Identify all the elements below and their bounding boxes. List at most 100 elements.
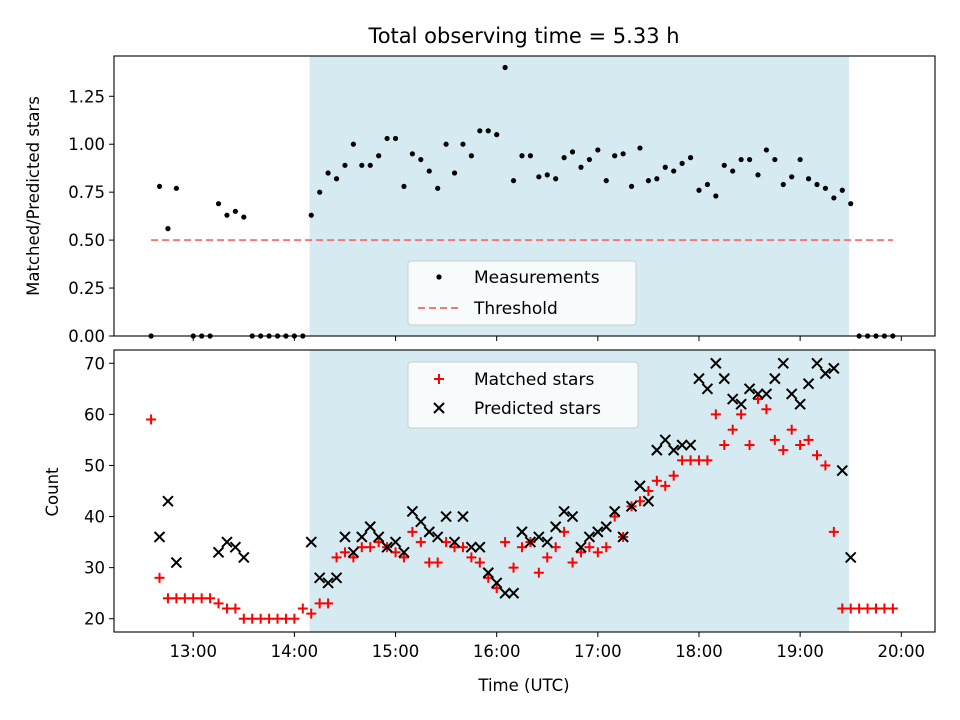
matched-star-point [398,552,409,563]
predicted-star-point [212,546,225,559]
bottom-x-tick-label: 20:00 [878,642,926,661]
matched-star-point [491,583,502,594]
measurement-point [156,183,163,190]
matched-star-point [710,409,721,420]
measurement-point [426,168,432,174]
predicted-star-point [238,551,250,564]
predicted-star-point [347,546,360,559]
matched-star-point [348,552,359,563]
matched-star-point [221,603,232,614]
measurement-point [485,128,491,134]
matched-star-point [365,542,376,553]
matched-star-point [272,613,283,624]
matched-star-point [255,613,266,624]
measurement-point [789,174,795,180]
measurement-point [603,178,609,184]
measurement-point [586,156,593,163]
predicted-star-point [726,393,739,405]
predicted-star-point [659,434,671,446]
matched-star-point [314,598,325,609]
predicted-star-point [566,510,579,523]
predicted-star-point [482,567,494,579]
predicted-star-point [558,505,570,518]
matched-star-point [297,603,308,614]
measurement-point [333,176,340,182]
predicted-star-point [474,541,486,553]
predicted-star-point [583,531,596,543]
predicted-star-point [490,577,503,589]
matched-star-point [727,424,738,435]
matched-star-point [390,547,401,558]
top-panel: Total observing time = 5.33 h 0.00 0.25 0.… [24,24,936,346]
bottom-y-axis-label: Count [43,467,62,517]
matched-star-point [449,542,460,553]
top-legend-box [407,260,637,326]
predicted-star-point [634,480,646,492]
measurement-point [746,156,753,163]
predicted-star-point [415,515,427,528]
matched-stars-legend-label: Matched stars [474,370,594,390]
matched-star-point [820,460,831,471]
predicted-star-point [667,444,680,456]
bottom-panel: 20 30 40 50 60 70 13:00 14:00 15:00 16:00 17:00 18… [43,349,936,695]
matched-star-point [407,526,418,537]
predicted-star-point [398,546,410,559]
top-y-tick-label: 0.25 [68,279,105,298]
predicted-star-point [440,510,452,523]
matched-star-point [213,598,224,609]
matched-star-point [769,434,780,445]
measurement-point [553,176,559,182]
predicted-star-point [684,439,697,451]
measurement-point [831,195,837,201]
predicted-star-point [676,439,688,451]
measurement-point [325,170,331,176]
measurement-point [451,170,458,176]
matched-star-point [508,562,519,573]
measurement-point [569,149,576,155]
bottom-x-tick-label: 18:00 [675,642,723,661]
measurement-point [317,189,323,195]
predicted-star-point [592,526,604,538]
measurement-point [848,201,854,207]
matched-star-point [171,593,182,604]
matched-star-point [845,603,856,614]
predicted-star-point [608,505,621,518]
matched-star-point [188,593,199,604]
top-plot-frame [113,55,936,337]
measurement-point [435,185,441,191]
bottom-y-tick-label: 60 [84,405,105,424]
predicted-star-point [330,572,343,584]
matched-star-point [584,542,595,553]
predicted-star-point [752,388,764,400]
measurement-point [687,155,694,161]
predicted-star-point [600,521,612,533]
matched-star-point [668,470,679,481]
predicted-star-point [423,526,435,538]
measurement-point [721,162,727,168]
measurement-point [418,156,424,163]
measurement-point [502,64,508,71]
matched-stars-legend-marker [434,374,444,384]
measurement-point [392,135,399,142]
predicted-star-point [710,357,722,369]
matched-star-point [247,613,258,624]
predicted-star-point [819,367,832,380]
bottom-plot-frame [113,349,936,633]
matched-star-point [786,424,797,435]
top-y-tick-label: 0.75 [68,183,105,202]
matched-star-point [887,603,898,614]
matched-star-point [634,496,645,507]
matched-star-point [567,557,578,568]
matched-star-point [331,552,342,563]
bottom-x-tick-label: 16:00 [473,642,521,661]
matched-star-point [205,593,216,604]
matched-star-point [601,542,612,553]
measurement-point [519,153,525,159]
matched-star-point [609,511,620,522]
measurement-point [510,178,517,184]
bottom-legend-box [407,361,639,429]
predicted-stars-legend-marker [433,402,445,414]
bottom-y-tick-label: 40 [84,508,105,527]
matched-star-point [752,394,763,405]
measurement-point [224,212,230,218]
